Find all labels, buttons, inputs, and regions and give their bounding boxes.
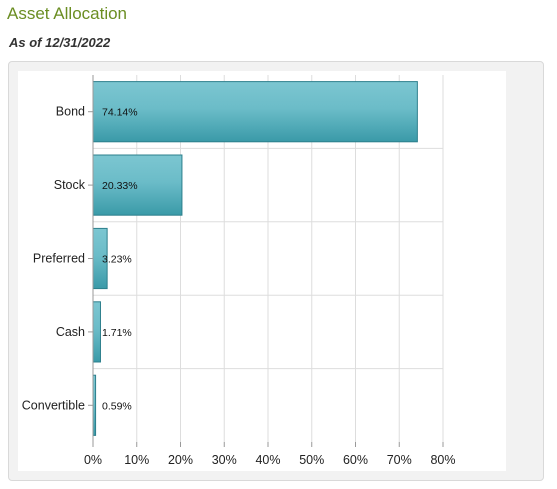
- x-tick-label: 60%: [343, 453, 368, 467]
- x-tick-label: 30%: [212, 453, 237, 467]
- data-label: 20.33%: [102, 180, 138, 192]
- data-label: 0.59%: [102, 400, 132, 412]
- category-label: Convertible: [22, 398, 85, 412]
- x-tick-label: 50%: [299, 453, 324, 467]
- bar-stock: [92, 154, 183, 216]
- x-tick-label: 40%: [255, 453, 280, 467]
- category-label: Preferred: [33, 252, 85, 266]
- bar-bond: [92, 81, 418, 143]
- as-of-date: As of 12/31/2022: [9, 35, 111, 50]
- bar-cash: [92, 301, 101, 363]
- category-label: Stock: [54, 178, 86, 192]
- category-label: Cash: [56, 325, 85, 339]
- x-tick-label: 20%: [168, 453, 193, 467]
- data-label: 3.23%: [102, 254, 132, 266]
- category-label: Bond: [56, 105, 85, 119]
- labels: 0% 10% 20% 30% 40% 50% 60% 70% 80% Bond 74.14% Stoc…: [22, 105, 456, 467]
- x-tick-label: 80%: [430, 453, 455, 467]
- bars: [92, 81, 418, 436]
- chart-title: Asset Allocation: [7, 4, 128, 23]
- x-tick-label: 70%: [387, 453, 412, 467]
- data-label: 1.71%: [102, 327, 132, 339]
- data-label: 74.14%: [102, 107, 138, 119]
- x-tick-label: 10%: [124, 453, 149, 467]
- axes: [88, 75, 444, 447]
- x-tick-label: 0%: [84, 453, 102, 467]
